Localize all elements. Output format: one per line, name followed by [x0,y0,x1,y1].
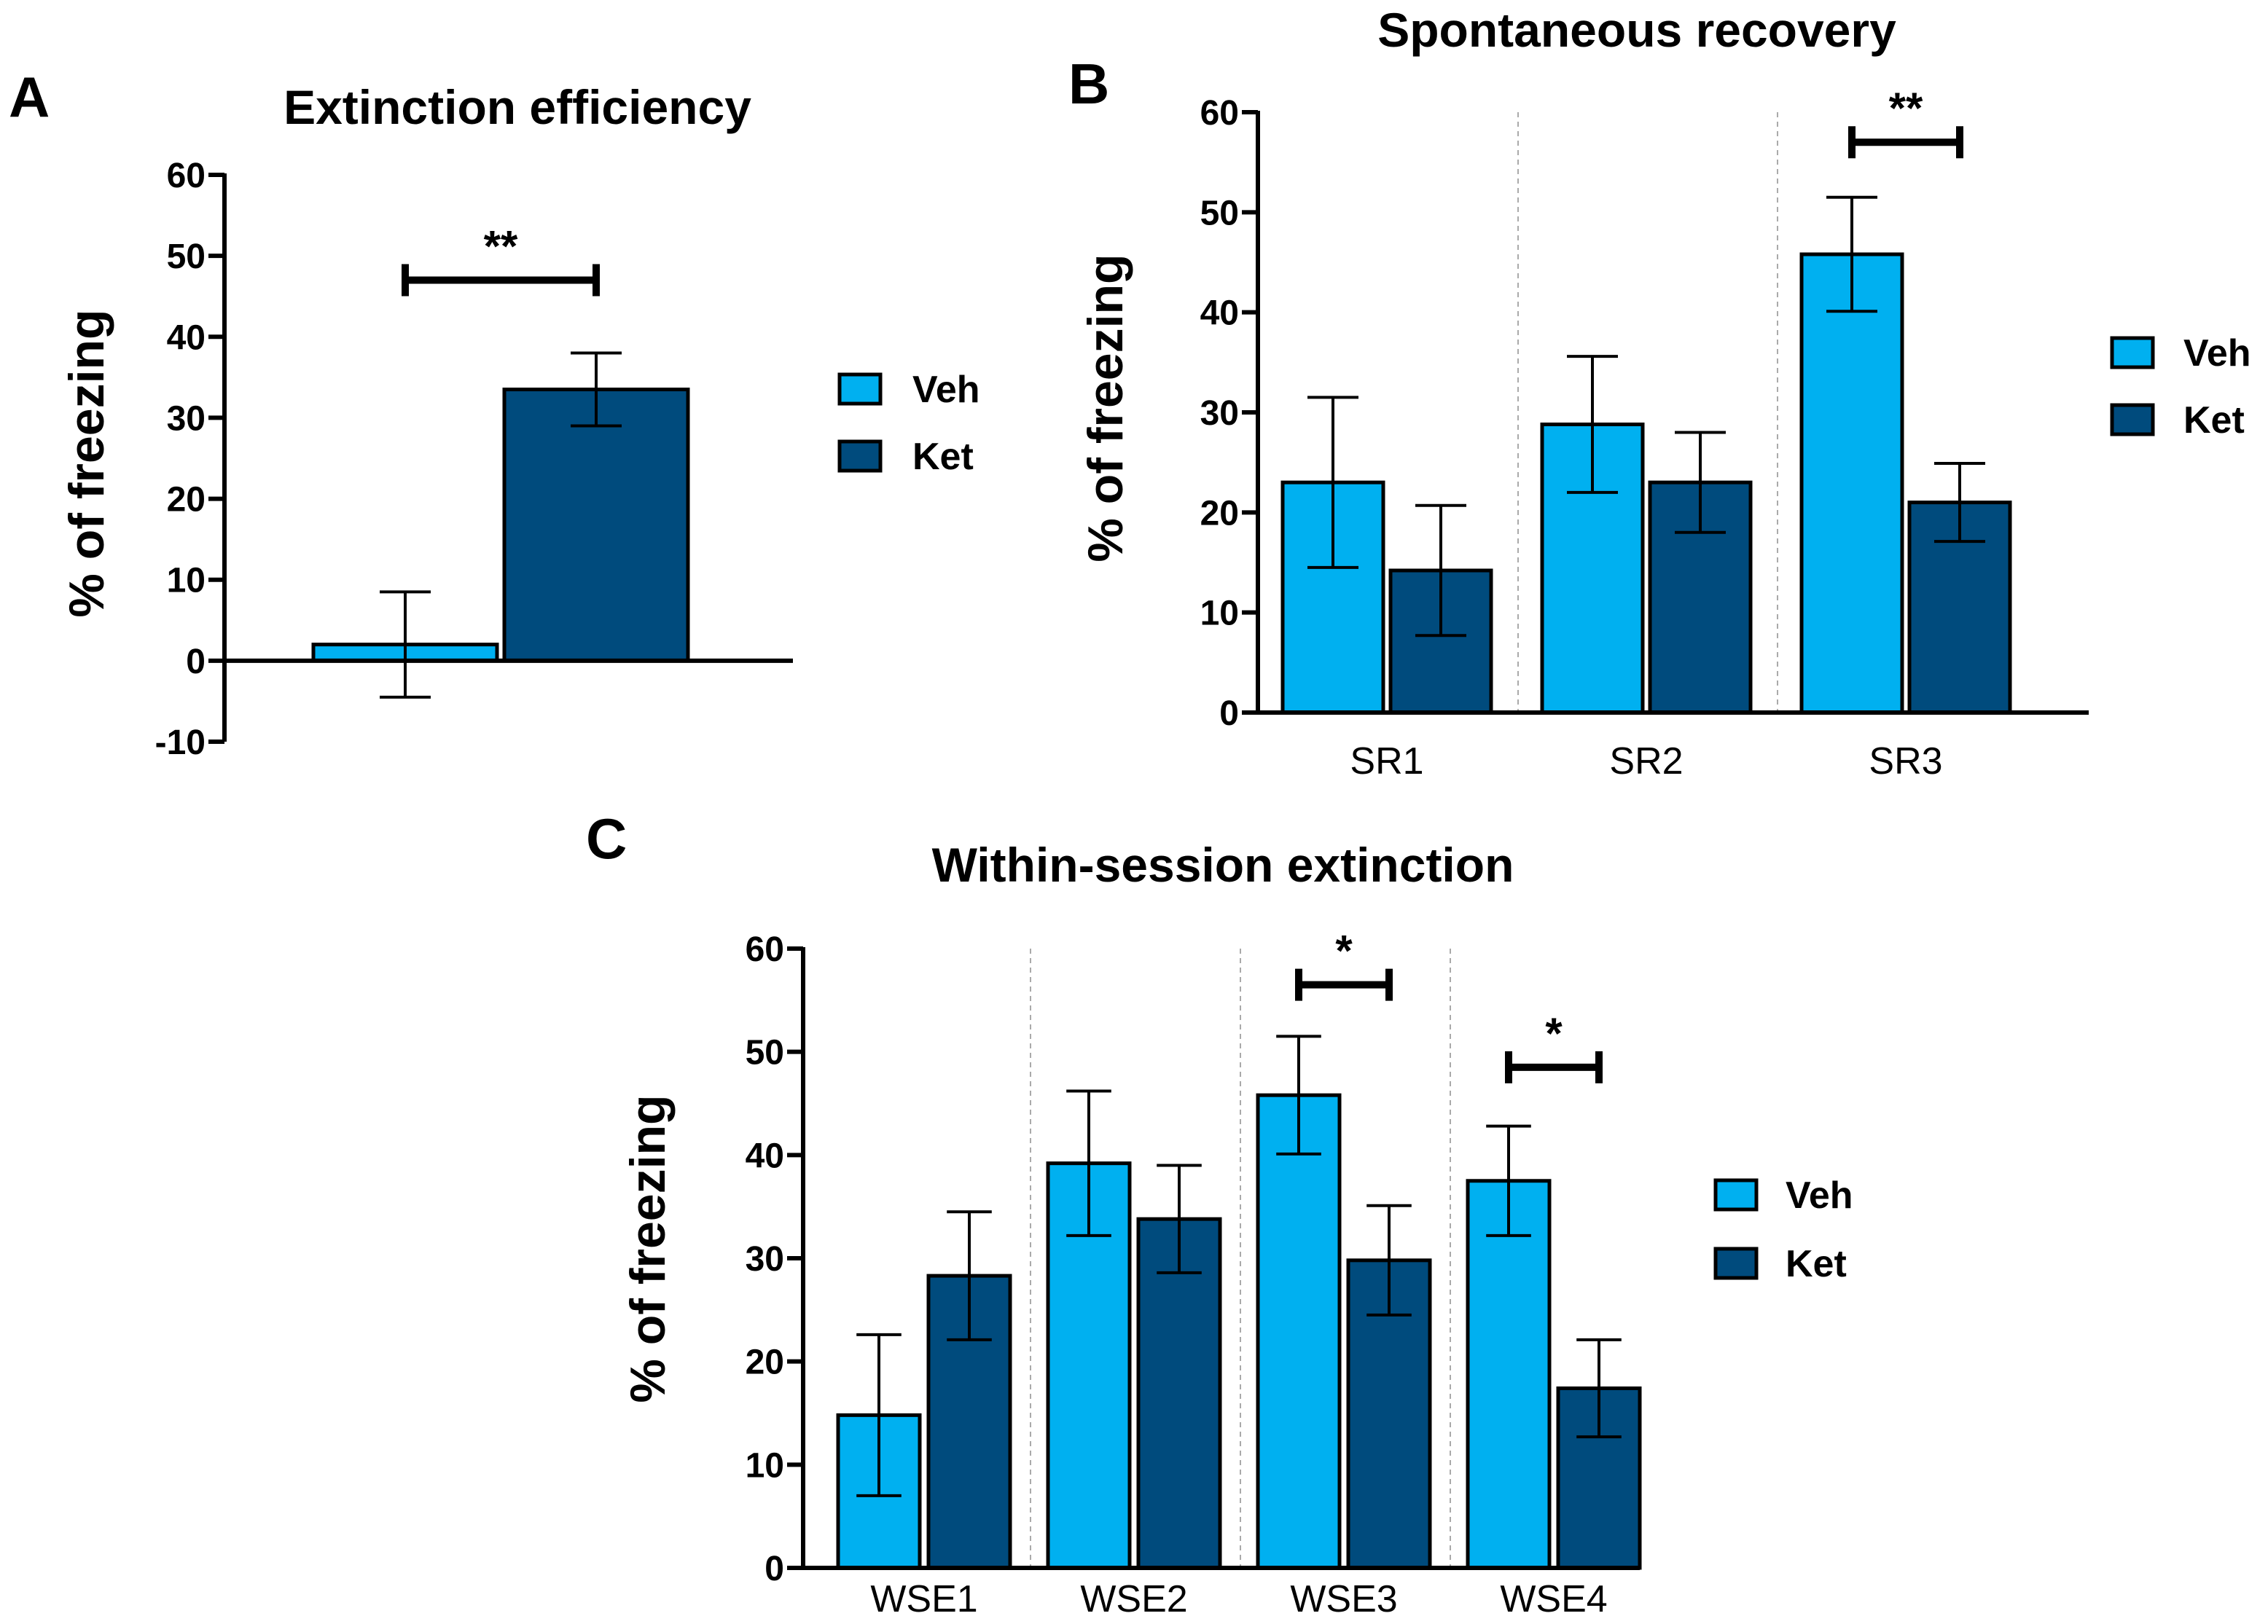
y-tick-label: 0 [1219,694,1239,733]
significance-label: ** [1889,84,1923,133]
legend: Veh Ket [837,369,980,478]
y-tick-label: 60 [1200,94,1239,133]
y-tick-label: 20 [746,1343,784,1382]
chart-title: Spontaneous recovery [1377,3,1896,57]
x-tick-label: SR2 [1609,740,1683,782]
y-tick-label: -10 [155,723,206,762]
legend-label-veh: Veh [2183,332,2251,374]
legend: Veh Ket [2110,332,2251,442]
y-tick-label: 60 [746,930,784,969]
legend-label-veh: Veh [1786,1174,1853,1217]
panel-letter: C [586,807,627,871]
x-tick-label: WSE2 [1080,1578,1187,1620]
bar-veh [1466,1179,1552,1570]
chart-title: Within-session extinction [932,838,1514,892]
x-tick-label: WSE1 [870,1578,977,1620]
y-tick-label: 30 [167,399,206,438]
legend-label-ket: Ket [1786,1243,1847,1285]
plot-area: WSE1 WSE2 WSE3 WSE4 * * 0 10 20 30 40 50 60 [746,927,1642,1620]
y-tick-label: 20 [1200,494,1239,533]
y-tick-label: 30 [746,1240,784,1279]
panel-letter: B [1068,52,1109,116]
y-tick-label: 20 [167,481,206,519]
y-tick-label: 40 [746,1137,784,1175]
y-tick-label: 50 [746,1034,784,1072]
y-tick-label: 0 [186,643,206,681]
legend-swatch-veh [1713,1178,1759,1212]
bar-veh [1256,1093,1342,1570]
y-tick-label: 60 [167,157,206,195]
plot-area: ** -10 0 10 20 30 40 50 60 [155,157,793,762]
bar-veh [1799,252,1904,715]
chart-title: Extinction efficiency [284,80,751,134]
legend-swatch-ket [1713,1247,1759,1280]
significance-label: * [1335,927,1353,976]
y-tick-label: 50 [1200,194,1239,232]
x-tick-label: SR1 [1350,740,1423,782]
legend-label-ket: Ket [2183,399,2245,442]
y-tick-label: 40 [167,318,206,357]
y-tick-label: 0 [765,1550,784,1588]
x-tick-label: WSE4 [1500,1578,1607,1620]
significance-label: ** [484,221,518,270]
legend-swatch-ket [2110,403,2155,436]
y-axis-label: % of freezing [620,1094,676,1403]
y-axis-label: % of freezing [1078,254,1133,562]
legend-swatch-ket [837,439,883,473]
y-tick-label: 10 [167,562,206,600]
panel-c: C Within-session extinction % of freezin… [586,807,1853,1620]
x-tick-label: WSE3 [1290,1578,1397,1620]
panel-letter: A [9,65,50,129]
panel-a: A Extinction efficiency % of freezing **… [9,65,980,762]
y-tick-label: 30 [1200,394,1239,433]
legend-swatch-veh [837,372,883,406]
legend: Veh Ket [1713,1174,1853,1285]
bar-ket [502,388,690,663]
y-tick-label: 10 [1200,595,1239,633]
legend-label-veh: Veh [912,369,980,411]
legend-label-ket: Ket [912,436,974,478]
x-tick-label: SR3 [1869,740,1942,782]
y-tick-label: 50 [167,238,206,276]
plot-area: SR1 SR2 SR3 ** 0 10 20 30 40 50 60 [1200,84,2089,782]
y-axis-label: % of freezing [59,309,114,617]
significance-label: * [1545,1009,1563,1058]
y-tick-label: 10 [746,1446,784,1485]
panel-b: B Spontaneous recovery % of freezing SR1… [1068,3,2251,782]
legend-swatch-veh [2110,336,2155,369]
y-tick-label: 40 [1200,294,1239,333]
